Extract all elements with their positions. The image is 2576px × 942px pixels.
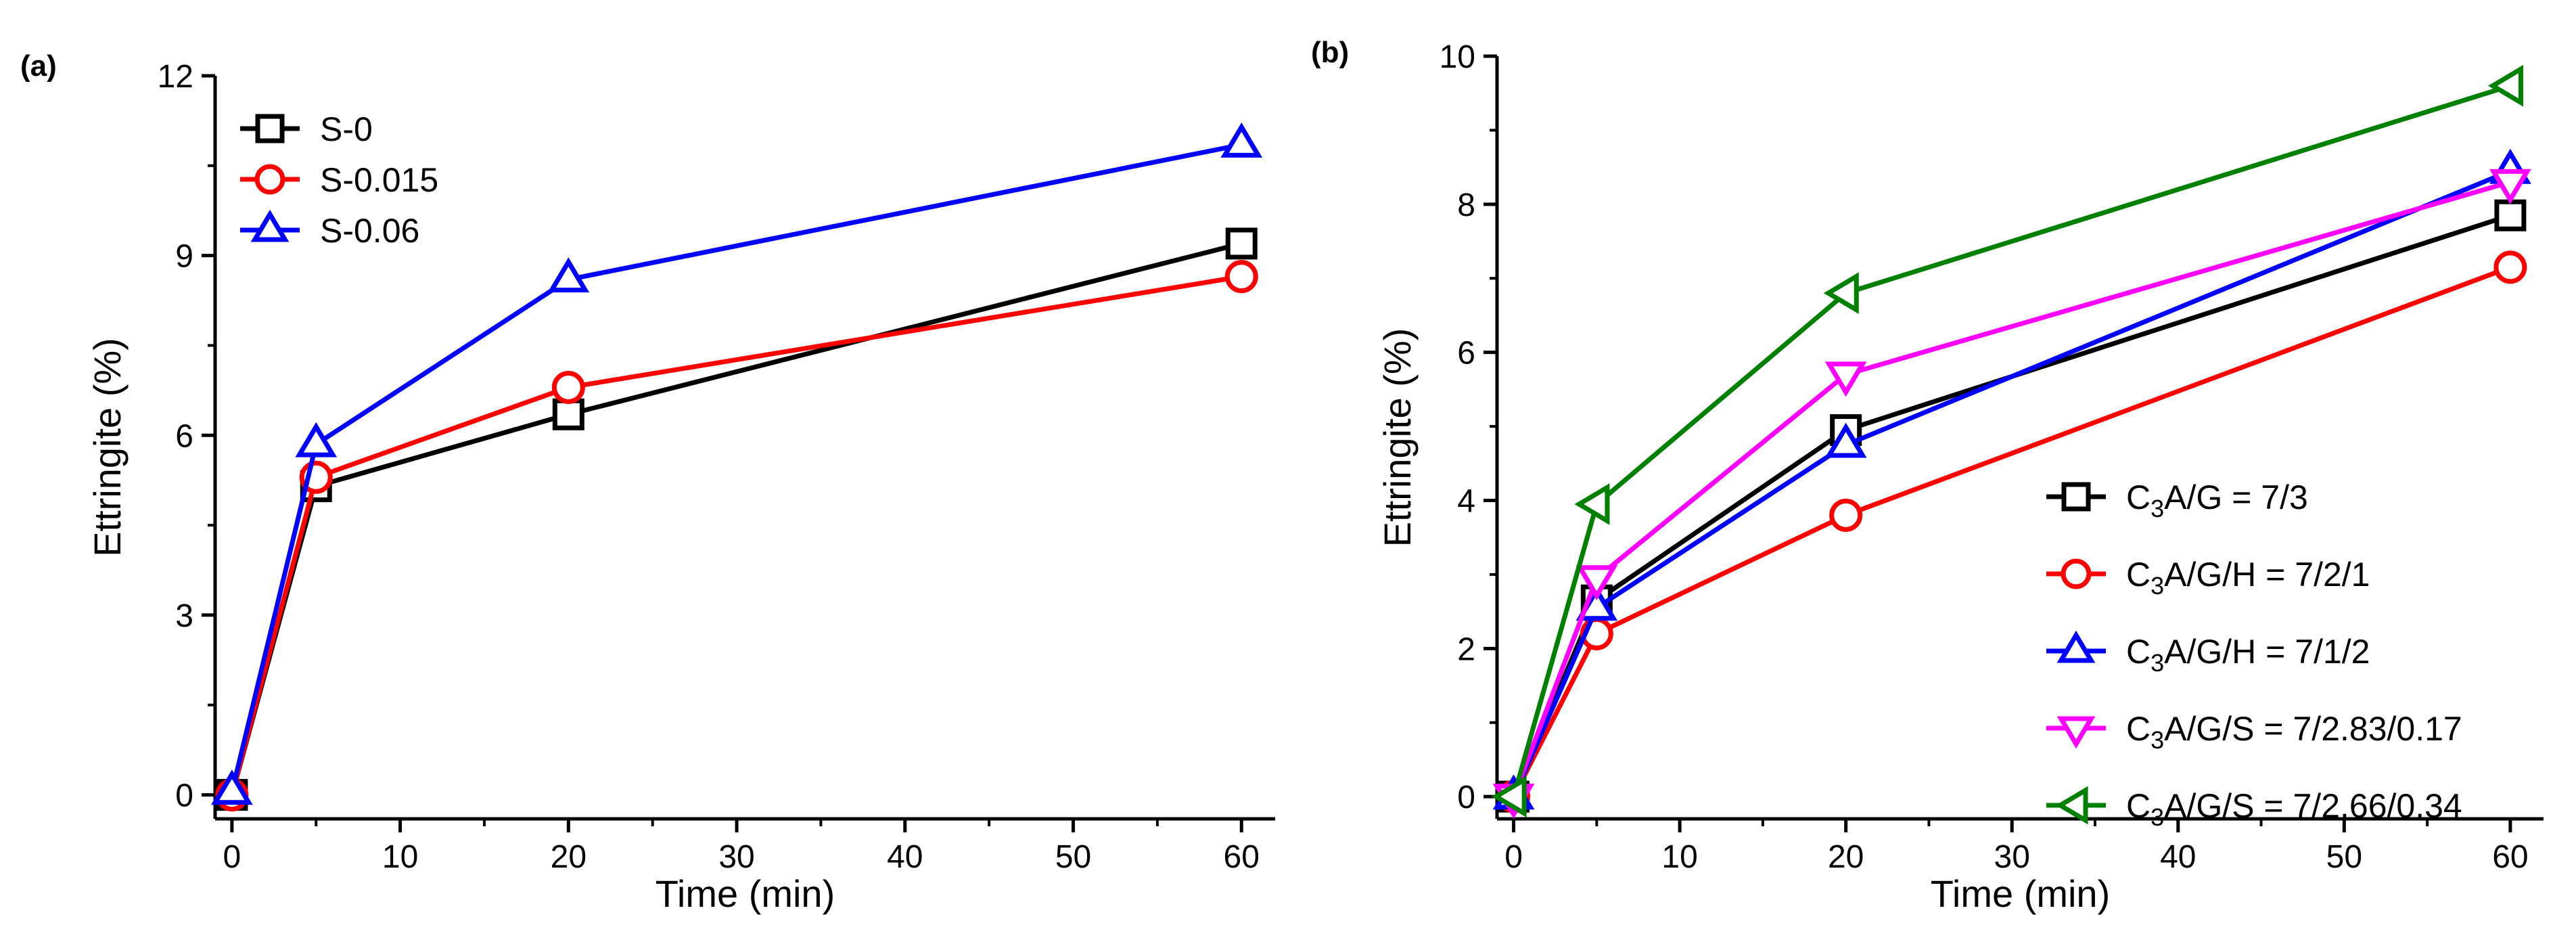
- legend-label: C3A/G/H = 7/1/2: [2126, 633, 2370, 677]
- data-point: [1823, 272, 1859, 314]
- legend-item: C3A/G/H = 7/2/1: [2046, 556, 2370, 600]
- legend-marker: [2055, 786, 2088, 825]
- y-tick-label: 3: [175, 598, 193, 634]
- series-2: [215, 260, 1258, 812]
- legend: S-0 S-0.015 S-0.06: [240, 110, 438, 250]
- series-line: [229, 142, 1242, 792]
- legend-item: C3A/G/S = 7/2.66/0.34: [2046, 786, 2462, 831]
- series-line: [229, 274, 1242, 796]
- x-tick-label: 50: [2326, 839, 2362, 875]
- x-tick-label: 10: [382, 839, 418, 875]
- data-point: [2493, 250, 2527, 284]
- legend-marker: [2056, 716, 2096, 749]
- legend-label: S-0.015: [320, 161, 438, 199]
- legend-label: C3A/G/H = 7/2/1: [2126, 556, 2370, 600]
- data-point: [552, 398, 584, 430]
- legend-item: C3A/G/H = 7/1/2: [2046, 630, 2370, 677]
- data-point: [1224, 260, 1258, 294]
- x-tick-label: 0: [223, 839, 242, 875]
- legend-label: C3A/G/S = 7/2.83/0.17: [2126, 710, 2462, 754]
- x-tick-label: 40: [887, 839, 923, 875]
- x-tick-label: 50: [1055, 839, 1091, 875]
- y-axis-title: Ettringite (%): [86, 338, 129, 557]
- y-tick-label: 12: [158, 59, 193, 95]
- x-tick-label: 10: [1661, 839, 1697, 875]
- legend-label: C3A/G/S = 7/2.66/0.34: [2126, 787, 2462, 831]
- chart-panel-a: (a) 0 10 20 30 40 50 60 0 3 6 9 12 Time (min) Ettringi…: [20, 49, 1275, 915]
- series-line: [1511, 265, 2512, 798]
- legend-item: S-0: [240, 110, 373, 148]
- x-tick-label: 40: [2160, 839, 2196, 875]
- panel-label: (a): [20, 49, 57, 83]
- series-3: [1492, 148, 2531, 810]
- legend-marker: [2061, 482, 2091, 512]
- y-tick-label: 6: [1457, 336, 1475, 372]
- y-tick-label: 2: [1457, 631, 1475, 667]
- series-line: [1511, 179, 2511, 798]
- legend-label: C3A/G = 7/3: [2126, 478, 2308, 522]
- y-tick-label: 4: [1457, 484, 1475, 520]
- data-point: [2488, 64, 2523, 107]
- data-point: [211, 769, 253, 805]
- x-tick-label: 30: [1994, 839, 2030, 875]
- series-3: [211, 122, 1263, 805]
- y-tick-label: 8: [1457, 187, 1475, 223]
- x-tick-label: 20: [1828, 839, 1864, 875]
- series-line: [1511, 169, 2512, 798]
- series-line: [1511, 83, 2511, 798]
- legend: C3A/G = 7/3 C3A/G/H = 7/2/1 C3A/G/H = 7/1/…: [2046, 478, 2462, 831]
- series-1: [216, 227, 1258, 811]
- data-point: [1574, 483, 1610, 525]
- data-point: [1829, 498, 1863, 532]
- legend-marker: [254, 164, 285, 195]
- chart-panel-b: (b) 0 10 20 30 40 50 60 0 2 4 6 8 10 Time (min) Ettring…: [1311, 36, 2544, 915]
- data-point: [1491, 776, 1527, 818]
- data-point: [295, 422, 338, 457]
- legend-marker: [2061, 558, 2092, 589]
- y-axis-title: Ettringite (%): [1376, 328, 1419, 547]
- data-point: [1824, 361, 1867, 397]
- legend-label: S-0.06: [320, 212, 419, 250]
- x-tick-label: 0: [1504, 839, 1523, 875]
- series-line: [229, 241, 1243, 796]
- data-point: [1576, 565, 1618, 601]
- legend-item: S-0.06: [240, 209, 419, 250]
- x-axis-title: Time (min): [1931, 872, 2110, 915]
- data-point: [1225, 227, 1258, 260]
- legend-label: S-0: [320, 110, 373, 148]
- data-point: [2494, 199, 2527, 231]
- legend-item: C3A/G = 7/3: [2046, 478, 2308, 522]
- data-point: [1824, 422, 1867, 458]
- legend-item: S-0.015: [240, 161, 438, 199]
- series-5: [1491, 64, 2523, 818]
- y-tick-label: 10: [1440, 39, 1475, 75]
- y-tick-label: 6: [175, 418, 193, 454]
- legend-marker: [250, 209, 290, 242]
- panel-label: (b): [1311, 36, 1349, 69]
- data-point: [551, 370, 585, 404]
- data-point: [2489, 169, 2531, 204]
- x-tick-label: 20: [551, 839, 586, 875]
- y-tick-label: 9: [175, 239, 193, 275]
- x-axis-title: Time (min): [656, 872, 835, 915]
- x-tick-label: 30: [718, 839, 754, 875]
- y-tick-label: 0: [1457, 780, 1475, 815]
- legend-marker: [2056, 630, 2096, 663]
- y-tick-label: 0: [175, 778, 193, 814]
- legend-item: C3A/G/S = 7/2.83/0.17: [2046, 710, 2462, 754]
- data-point: [1220, 122, 1263, 158]
- legend-marker: [255, 114, 285, 143]
- data-point: [547, 257, 590, 293]
- x-tick-label: 60: [1224, 839, 1260, 875]
- x-tick-label: 60: [2492, 839, 2528, 875]
